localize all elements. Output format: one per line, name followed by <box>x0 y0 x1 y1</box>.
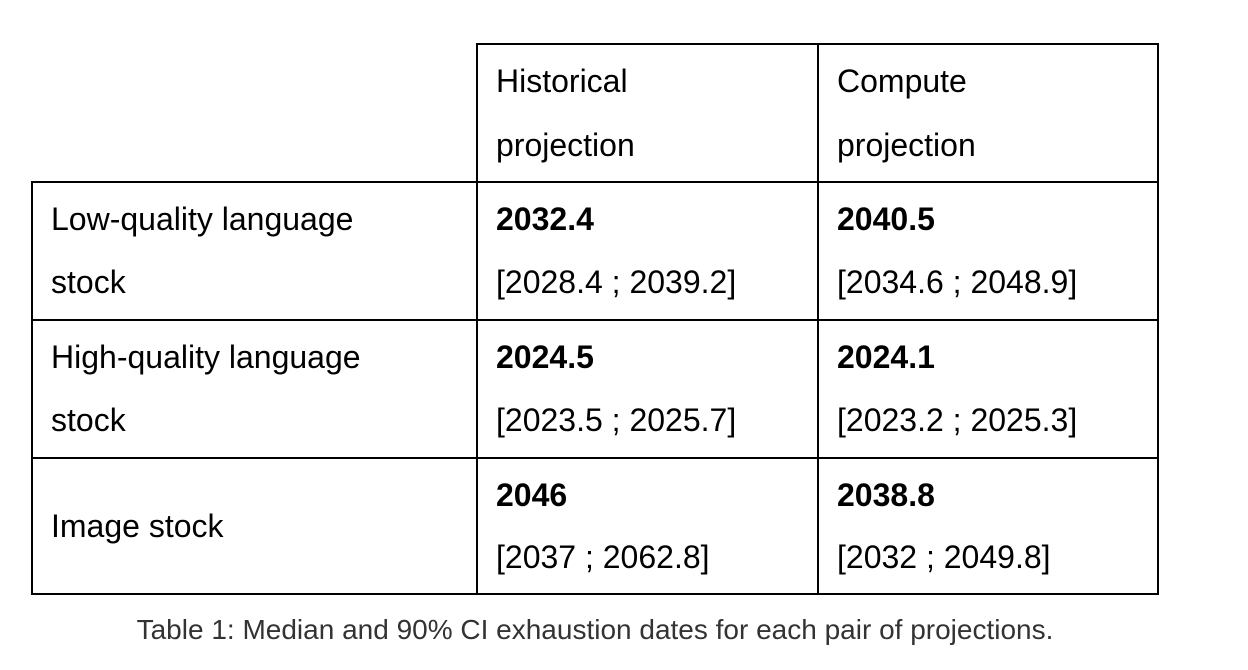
header-historical-line1: Historical <box>496 63 628 99</box>
historical-ci: [2028.4 ; 2039.2] <box>496 264 737 300</box>
header-compute-line1: Compute <box>837 63 967 99</box>
compute-median: 2040.5 <box>837 201 935 237</box>
header-historical-line2: projection <box>496 127 635 163</box>
historical-median: 2032.4 <box>496 201 594 237</box>
row1-bottom-border <box>31 319 1159 321</box>
row-label-line1: Low-quality language <box>51 201 354 237</box>
compute-ci: [2023.2 ; 2025.3] <box>837 402 1078 438</box>
historical-ci: [2023.5 ; 2025.7] <box>496 402 737 438</box>
compute-median: 2038.8 <box>837 477 935 513</box>
row-label-line2: stock <box>51 402 126 438</box>
table-caption: Table 1: Median and 90% CI exhaustion da… <box>136 614 1054 645</box>
compute-median: 2024.1 <box>837 339 935 375</box>
middle-column-divider <box>817 43 819 595</box>
historical-median: 2024.5 <box>496 339 594 375</box>
table-left-border <box>31 181 33 595</box>
row-label-line2: stock <box>51 264 126 300</box>
table-bottom-border <box>31 593 1159 595</box>
table-right-border <box>1157 43 1159 595</box>
historical-median: 2046 <box>496 477 568 513</box>
compute-ci: [2032 ; 2049.8] <box>837 539 1051 575</box>
header-compute-line2: projection <box>837 127 976 163</box>
header-bottom-border <box>31 181 1159 183</box>
row2-bottom-border <box>31 457 1159 459</box>
label-column-divider <box>476 43 478 595</box>
historical-ci: [2037 ; 2062.8] <box>496 539 710 575</box>
row-label-line1: High-quality language <box>51 339 361 375</box>
compute-ci: [2034.6 ; 2048.9] <box>837 264 1078 300</box>
row-label: Image stock <box>51 508 224 544</box>
